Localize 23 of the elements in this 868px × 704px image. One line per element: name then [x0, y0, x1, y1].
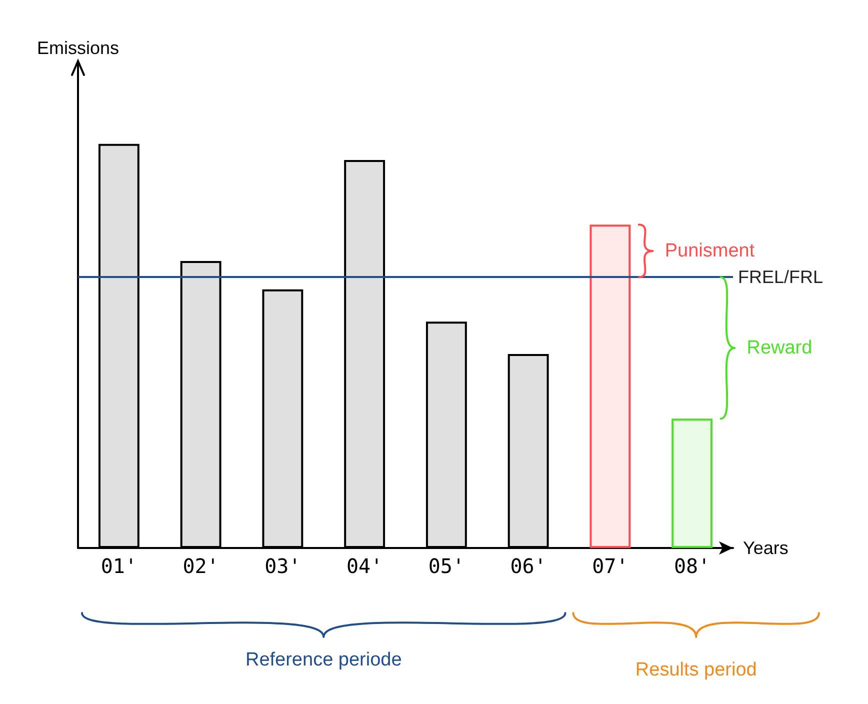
- x-tick-label: 06': [510, 554, 546, 578]
- x-tick-label: 07': [592, 554, 628, 578]
- bar: [426, 322, 467, 548]
- bar: [590, 224, 631, 548]
- annotation: Punisment: [664, 240, 756, 262]
- bar: [672, 418, 713, 548]
- text: Reward: [746, 337, 812, 358]
- text: Results period: [635, 660, 757, 680]
- x-tick-label: 04': [346, 554, 383, 578]
- x-tick-label: 03': [264, 554, 301, 578]
- bar: [180, 261, 222, 548]
- x-tick-label: 02': [182, 554, 219, 578]
- bar: [98, 144, 140, 548]
- x-axis-title: Years: [743, 538, 788, 558]
- x-tick-label: 08': [674, 554, 710, 578]
- bar: [262, 289, 304, 548]
- bar: [344, 160, 386, 548]
- x-tick-label: 05': [428, 554, 464, 578]
- y-axis-title: Emissions: [36, 38, 120, 58]
- text: Reference periode: [245, 650, 402, 670]
- bar: [508, 354, 549, 548]
- ref-line-label: FREL/FRL: [738, 267, 824, 288]
- x-tick-label: 01': [100, 554, 137, 578]
